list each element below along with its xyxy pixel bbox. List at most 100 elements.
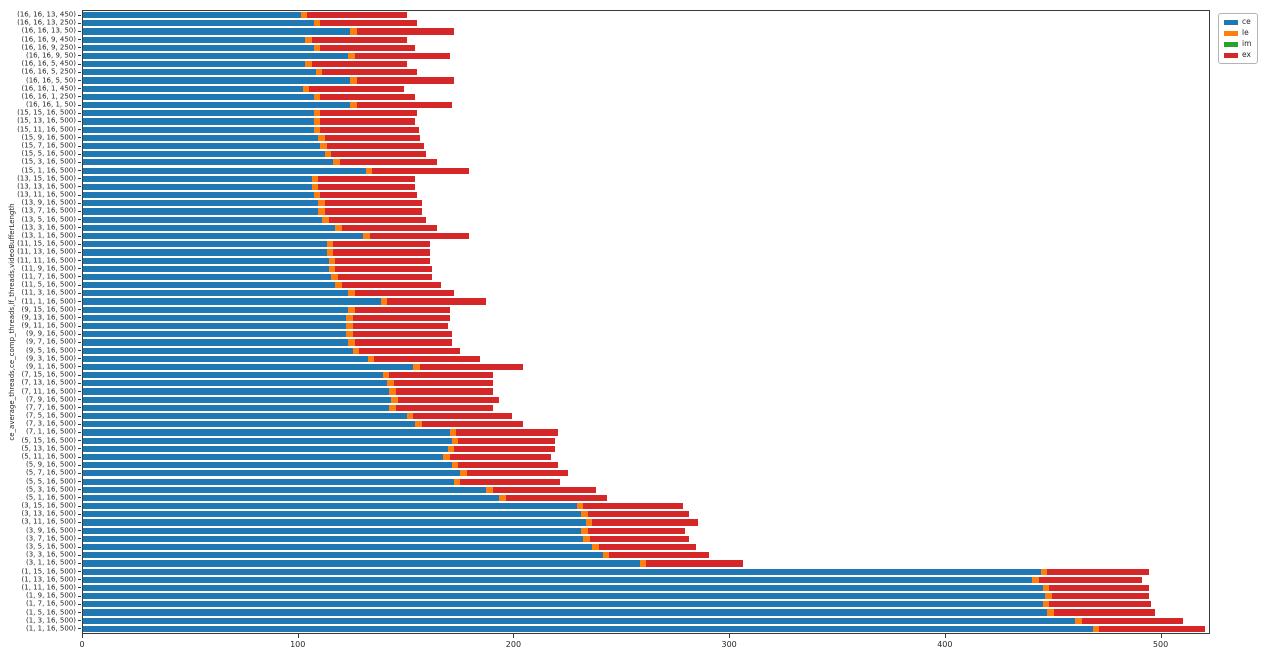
x-tick-label: 500 [1152, 640, 1169, 649]
y-tick-mark [78, 153, 81, 155]
bar-segment-ex [333, 249, 431, 256]
bar-segment-ce [83, 282, 336, 289]
bar-segment-ex [307, 12, 407, 19]
bar-row: (13, 15, 16, 500) [17, 175, 1209, 183]
bar-segment-ex [320, 44, 416, 51]
bar-segment-ce [83, 380, 388, 387]
y-tick-mark [78, 546, 81, 548]
y-tick-mark [78, 129, 81, 131]
bar-segment-ex [359, 347, 461, 354]
bar-segment-ce [83, 339, 349, 346]
y-tick-label: (9, 5, 16, 500) [26, 346, 76, 355]
y-tick-mark [78, 325, 81, 327]
bar-segment-ce [83, 413, 407, 420]
legend-item-im: im [1224, 40, 1251, 48]
y-tick-label: (5, 5, 16, 500) [26, 477, 76, 486]
bar-segment-ex [324, 134, 420, 141]
y-tick-mark [78, 440, 81, 442]
y-tick-label: (5, 15, 16, 500) [21, 436, 76, 445]
bar-row: (16, 16, 13, 450) [17, 11, 1209, 19]
bar-segment-ce [83, 44, 314, 51]
bar-segment-ex [413, 413, 513, 420]
bar-segment-le [326, 249, 334, 256]
bar-segment-ce [83, 298, 381, 305]
bar-row: (11, 5, 16, 500) [22, 281, 1209, 289]
bar-segment-ex [324, 208, 422, 215]
bar-segment-le [447, 445, 455, 452]
y-tick-mark [78, 170, 81, 172]
bar-row: (3, 15, 16, 500) [22, 502, 1209, 510]
bar-segment-ex [1047, 568, 1149, 575]
bar-row: (1, 7, 16, 500) [26, 600, 1209, 608]
bar-row: (15, 7, 16, 500) [22, 142, 1209, 150]
y-tick-label: (16, 16, 1, 450) [21, 84, 76, 93]
bar-segment-ex [460, 478, 560, 485]
bar-segment-ce [83, 151, 325, 158]
x-tick-mark [1160, 634, 1162, 638]
bar-row: (11, 15, 16, 500) [17, 240, 1209, 248]
bar-row: (7, 11, 16, 500) [22, 387, 1209, 395]
y-tick-mark [78, 137, 81, 139]
bar-segment-ce [83, 331, 347, 338]
y-tick-label: (7, 13, 16, 500) [21, 378, 76, 387]
bar-segment-le [460, 470, 467, 477]
bar-row: (15, 5, 16, 500) [22, 150, 1209, 158]
y-tick-mark [78, 178, 81, 180]
bar-segment-ex [354, 52, 450, 60]
bar-segment-le [1047, 609, 1054, 616]
y-tick-mark [78, 260, 81, 262]
y-tick-label: (7, 9, 16, 500) [26, 395, 76, 404]
y-tick-label: (16, 16, 13, 50) [21, 26, 76, 35]
y-tick-label: (11, 1, 16, 500) [21, 297, 76, 306]
bar-segment-ce [83, 28, 351, 35]
bar-segment-ex [389, 372, 493, 379]
bar-segment-le [413, 363, 420, 371]
bar-segment-le [592, 543, 599, 551]
y-tick-mark [78, 620, 81, 622]
y-tick-label: (3, 3, 16, 500) [26, 550, 76, 559]
bar-segment-ex [356, 77, 454, 84]
legend-item-ce: ce [1224, 18, 1251, 26]
bar-segment-le [311, 175, 319, 182]
bar-segment-ex [320, 118, 416, 125]
bar-row: (7, 3, 16, 500) [26, 420, 1209, 428]
bar-row: (3, 1, 16, 500) [26, 559, 1209, 567]
bar-segment-le [328, 257, 336, 264]
bar-segment-ce [83, 445, 448, 452]
y-tick-mark [78, 284, 81, 286]
bar-row: (3, 9, 16, 500) [26, 527, 1209, 535]
bar-segment-le [348, 290, 355, 297]
bar-segment-le [449, 429, 457, 436]
bar-segment-le [313, 110, 321, 117]
y-tick-label: (7, 5, 16, 500) [26, 411, 76, 420]
bar-segment-le [443, 453, 450, 461]
bar-segment-ce [83, 314, 347, 321]
bar-segment-le [350, 77, 357, 84]
y-tick-label: (7, 3, 16, 500) [26, 419, 76, 428]
bar-segment-le [305, 36, 312, 43]
y-tick-mark [78, 112, 81, 114]
bar-segment-ce [83, 576, 1033, 583]
bar-row: (5, 13, 16, 500) [22, 445, 1209, 453]
bar-segment-ex [335, 265, 433, 272]
bar-segment-le [363, 232, 370, 240]
bar-segment-ce [83, 347, 353, 354]
y-tick-label: (7, 7, 16, 500) [26, 403, 76, 412]
bar-segment-ex [1049, 601, 1151, 608]
y-tick-label: (11, 7, 16, 500) [21, 272, 76, 281]
y-tick-label: (11, 13, 16, 500) [17, 247, 76, 256]
y-tick-mark [78, 333, 81, 335]
x-tick-label: 400 [937, 640, 953, 649]
bar-segment-ce [83, 216, 323, 223]
y-tick-mark [78, 603, 81, 605]
bar-segment-ex [354, 339, 452, 346]
legend: ce le im ex [1218, 13, 1259, 64]
bar-segment-ce [83, 486, 487, 493]
bar-segment-ex [369, 232, 470, 240]
y-tick-mark [78, 71, 81, 73]
bar-segment-ex [505, 494, 608, 502]
y-tick-label: (7, 1, 16, 500) [26, 427, 76, 436]
y-tick-mark [78, 88, 81, 90]
bar-row: (7, 9, 16, 500) [26, 396, 1209, 404]
y-tick-label: (13, 5, 16, 500) [21, 215, 76, 224]
